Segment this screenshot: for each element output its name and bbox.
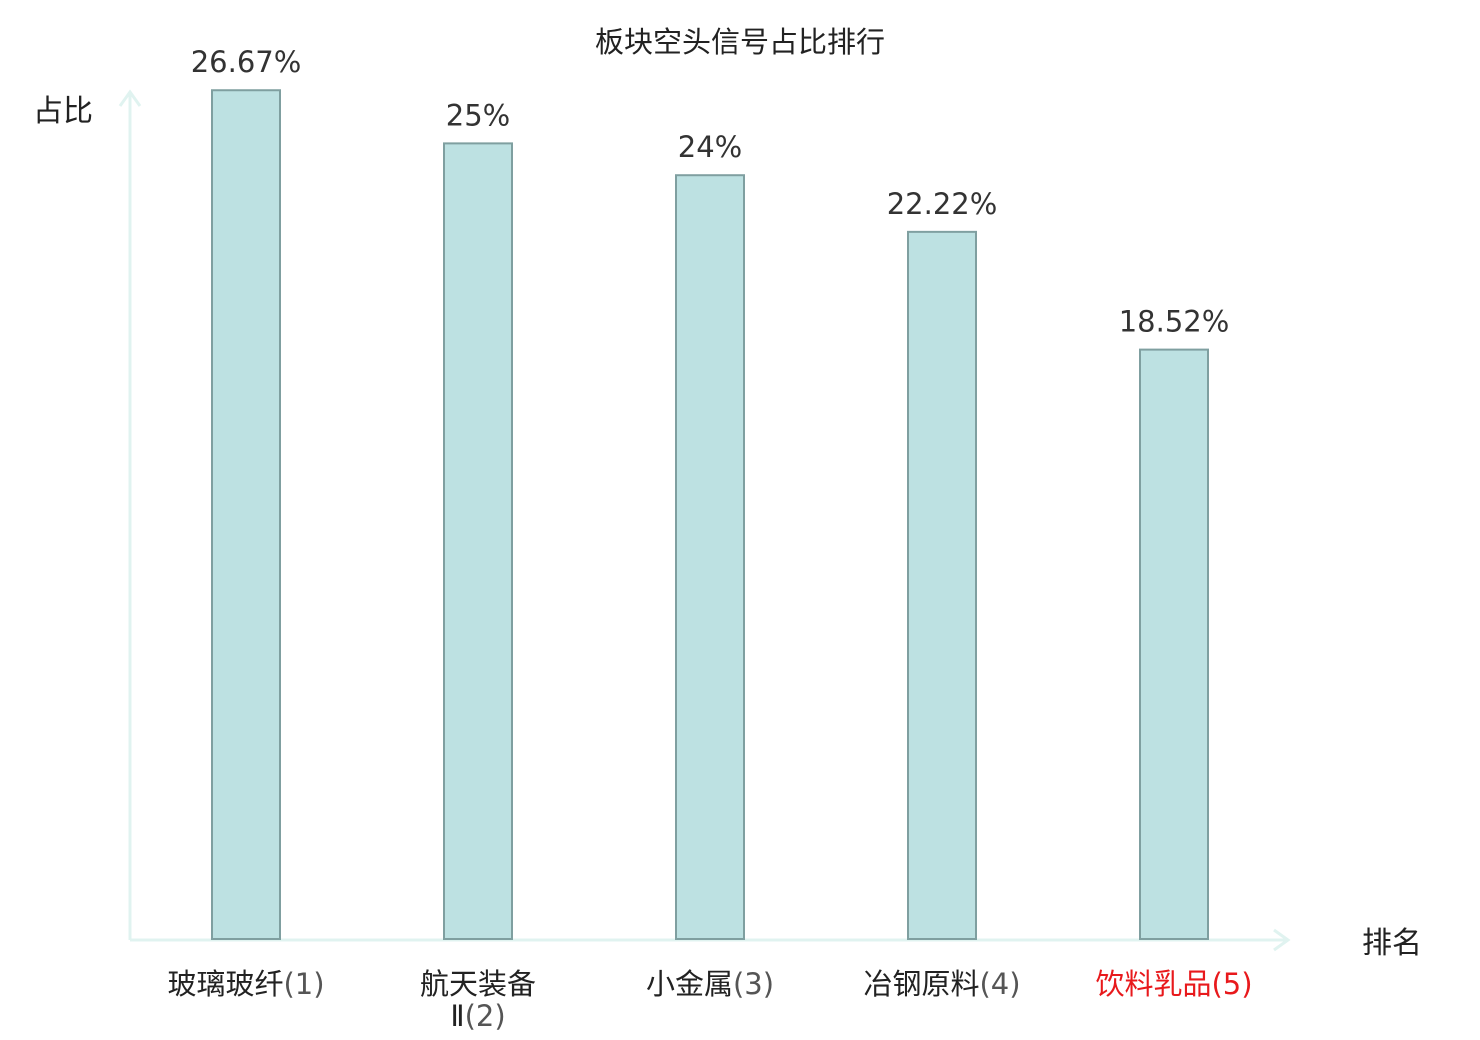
y-axis-label: 占比 [33, 94, 93, 129]
bar-4 [907, 230, 977, 941]
category-label-5: 饮料乳品(5) [1095, 967, 1252, 1001]
value-label-3: 24% [678, 130, 742, 164]
bar-5 [1139, 348, 1209, 940]
bar-1 [211, 89, 281, 940]
bars-group [211, 89, 1209, 941]
category-label-4: 冶钢原料(4) [863, 967, 1020, 1001]
bar-2 [443, 142, 513, 940]
category-label-2: 航天装备 [420, 967, 536, 1001]
category-label-3: 小金属(3) [646, 967, 774, 1001]
bar-3 [675, 174, 745, 941]
value-label-4: 22.22% [887, 187, 998, 221]
category-label-1: 玻璃玻纤(1) [167, 967, 324, 1001]
value-label-5: 18.52% [1119, 305, 1230, 339]
y-axis-arrow [118, 89, 142, 107]
category-label-2-line2: Ⅱ(2) [450, 999, 505, 1033]
x-axis-label: 排名 [1362, 926, 1422, 961]
value-label-1: 26.67% [191, 45, 302, 79]
y-axis [118, 89, 142, 940]
value-label-2: 25% [446, 98, 510, 132]
x-axis-arrow [1273, 928, 1291, 952]
chart-title: 板块空头信号占比排行 [595, 25, 885, 59]
value-labels-group: 26.67% 25% 24% 22.22% 18.52% [191, 45, 1230, 338]
